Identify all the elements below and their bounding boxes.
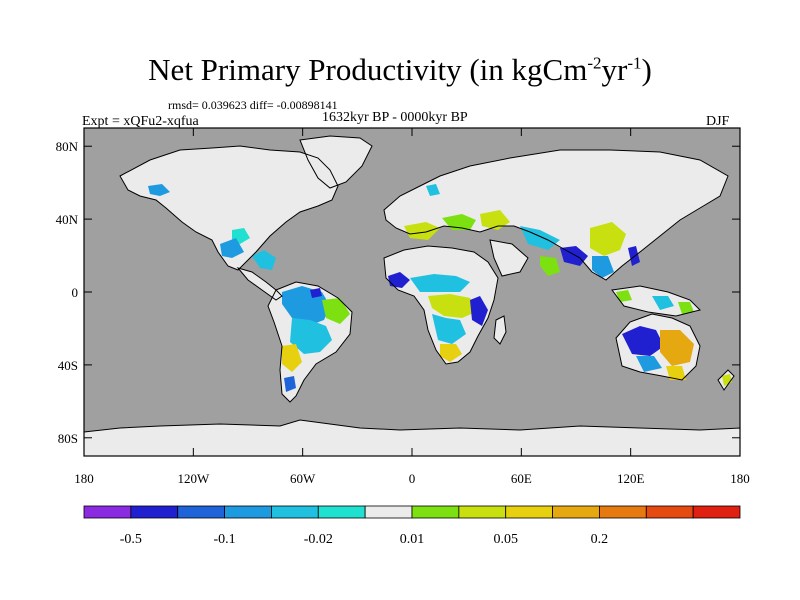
greenland-land (300, 136, 372, 188)
anomaly-patch (290, 318, 332, 354)
colorbar-box (224, 505, 272, 519)
central-america-land (238, 268, 282, 300)
eurasia-land (384, 150, 728, 280)
y-tick-label: 0 (72, 285, 79, 300)
x-tick-label: 120E (617, 471, 645, 486)
y-tick-label: 80N (56, 139, 79, 154)
colorbar-labels: -0.5 -0.1 -0.02 0.01 0.05 0.2 (120, 532, 608, 547)
anomaly-patch (432, 314, 466, 344)
title-text-end: ) (641, 52, 652, 87)
title-exponent-1: -2 (587, 53, 602, 73)
x-tick-label: 60E (511, 471, 532, 486)
anomaly-map: 80N 40N 0 40S 80S 180 120W 60W 0 60E 120E 180 (56, 127, 750, 486)
anomaly-patch (622, 326, 664, 356)
x-axis: 180 120W 60W 0 60E 120E 180 (74, 128, 750, 486)
period-label: 1632kyr BP - 0000kyr BP (322, 110, 468, 125)
x-tick-label: 0 (409, 471, 416, 486)
colorbar-box (364, 505, 413, 519)
x-tick-label: 180 (74, 471, 94, 486)
stats-text: rmsd= 0.039623 diff= -0.00898141 (168, 98, 338, 112)
anomaly-patch (282, 344, 302, 372)
anomaly-patch (404, 222, 440, 240)
coastline (383, 245, 499, 365)
x-tick-label: 120W (177, 471, 210, 486)
coastline (119, 145, 339, 271)
coastline (383, 149, 729, 281)
colorbar-box (458, 505, 507, 519)
anomaly-patch (660, 330, 694, 366)
arabia-land (490, 240, 528, 276)
anomaly-patch (284, 376, 296, 392)
anomaly-patch (310, 288, 322, 298)
anomaly-patch (426, 184, 440, 196)
coastline (615, 313, 701, 381)
colorbar-label: 0.01 (400, 532, 425, 547)
season-label: DJF (706, 114, 730, 129)
anomaly-patch (388, 272, 410, 288)
experiment-label: Expt = xQFu2-xqfua (82, 114, 199, 129)
anomaly-patch (442, 214, 476, 230)
colorbar-box (599, 505, 647, 519)
anomaly-patch (428, 294, 476, 318)
colorbar-box (317, 505, 366, 519)
anomaly-patch (590, 222, 626, 256)
anomaly-patch (252, 250, 276, 270)
colorbar-boxes (83, 505, 741, 519)
anomaly-patch (220, 238, 244, 258)
colorbar-label: -0.5 (120, 532, 142, 547)
antarctica-land (84, 420, 740, 456)
anomaly-patch (480, 210, 510, 230)
anomaly-patch (410, 274, 470, 292)
colorbar-box (271, 505, 319, 519)
x-tick-label: 180 (730, 471, 750, 486)
coastline (267, 281, 353, 403)
colorbar-label: -0.1 (213, 532, 235, 547)
colorbar-box (130, 505, 179, 519)
anomaly-patch (652, 296, 674, 310)
colorbar-box (411, 505, 460, 519)
coastline (236, 267, 283, 301)
coastline (493, 315, 507, 345)
y-axis: 80N 40N 0 40S 80S (56, 139, 740, 446)
anomaly-layer (148, 184, 732, 392)
colorbar-box (177, 505, 225, 519)
anomaly-patch (666, 366, 686, 380)
north-america-land (120, 146, 338, 270)
colorbar-box (552, 505, 600, 519)
anomaly-patch (440, 344, 462, 362)
colorbar-label: 0.2 (591, 532, 609, 547)
title-text: Net Primary Productivity (in kgCm (148, 52, 588, 87)
coastline (299, 135, 373, 189)
anomaly-patch (616, 290, 632, 302)
anomaly-patch (592, 256, 614, 278)
colorbar-box (645, 505, 694, 519)
chart-title: Net Primary Productivity (in kgCm-2yr-1) (0, 52, 800, 88)
colorbar-box (83, 505, 132, 519)
anomaly-patch (628, 246, 640, 266)
coastline (611, 285, 701, 317)
x-tick-label: 60W (290, 471, 316, 486)
anomaly-patch (636, 356, 662, 372)
title-text-mid: yr (601, 52, 628, 87)
y-tick-label: 80S (58, 431, 78, 446)
anomaly-patch (148, 184, 170, 196)
coastline (717, 369, 735, 391)
anomaly-patch (322, 298, 350, 324)
anomaly-patch (470, 296, 488, 326)
title-exponent-2: -1 (627, 53, 642, 73)
anomaly-patch (540, 256, 560, 276)
coastline (489, 239, 529, 277)
y-tick-label: 40S (58, 358, 78, 373)
colorbar-label: 0.05 (493, 532, 518, 547)
colorbar-label: -0.02 (304, 532, 333, 547)
colorbar-box (692, 505, 741, 519)
colorbar-box (505, 505, 553, 519)
y-tick-label: 40N (56, 212, 79, 227)
anomaly-patch (678, 302, 694, 314)
